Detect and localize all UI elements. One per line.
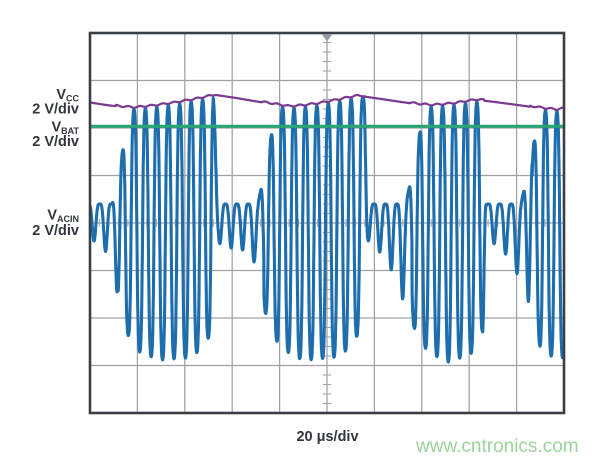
svg-text:2 V/div: 2 V/div: [32, 102, 79, 118]
svg-text:20 μs/div: 20 μs/div: [296, 429, 358, 445]
svg-text:www.cntronics.com: www.cntronics.com: [415, 436, 579, 457]
svg-text:2 V/div: 2 V/div: [32, 223, 79, 239]
svg-text:2 V/div: 2 V/div: [32, 134, 79, 150]
